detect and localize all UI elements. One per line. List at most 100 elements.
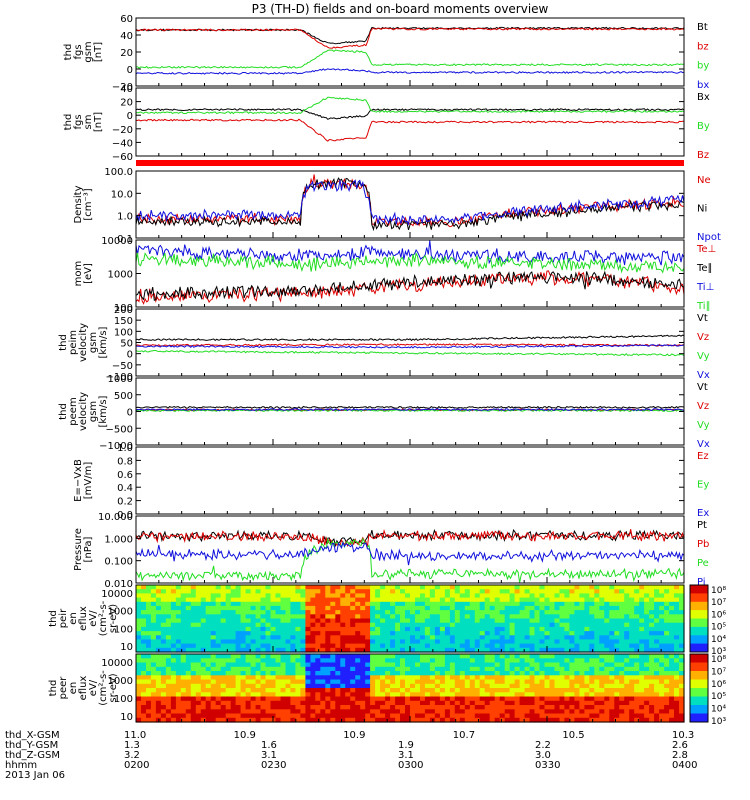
heatmap-cell xyxy=(200,585,207,590)
heatmap-cell xyxy=(654,593,660,599)
heatmap-cell xyxy=(335,647,341,653)
heatmap-cell xyxy=(459,666,466,672)
y-tick-label: −50 xyxy=(112,361,133,372)
heatmap-cell xyxy=(300,662,306,668)
heatmap-cell xyxy=(160,696,167,702)
heatmap-cell xyxy=(355,683,361,689)
heatmap-cell xyxy=(400,675,406,681)
heatmap-cell xyxy=(489,618,496,624)
heatmap-cell xyxy=(519,679,526,685)
heatmap-cell xyxy=(489,671,496,676)
heatmap-cell xyxy=(150,597,157,603)
heatmap-cell xyxy=(185,688,192,693)
heatmap-cell xyxy=(265,679,272,685)
heatmap-cell xyxy=(245,639,252,645)
heatmap-cell xyxy=(400,605,406,611)
heatmap-cell xyxy=(415,709,421,715)
heatmap-cell xyxy=(320,688,326,693)
heatmap-cell xyxy=(205,647,212,653)
heatmap-cell xyxy=(395,713,401,719)
heatmap-cell xyxy=(609,589,615,594)
heatmap-cell xyxy=(315,585,321,590)
heatmap-cell xyxy=(604,700,610,706)
heatmap-cell xyxy=(190,601,197,607)
heatmap-cell xyxy=(265,662,272,668)
heatmap-cell xyxy=(659,585,665,590)
heatmap-cell xyxy=(524,601,531,607)
heatmap-cell xyxy=(464,705,471,710)
heatmap-cell xyxy=(519,635,526,641)
heatmap-cell xyxy=(225,688,232,693)
heatmap-cell xyxy=(415,696,421,702)
heatmap-cell xyxy=(619,662,625,668)
heatmap-cell xyxy=(290,614,296,620)
heatmap-cell xyxy=(415,626,421,632)
heatmap-cell xyxy=(330,666,336,672)
heatmap-cell xyxy=(355,700,361,706)
heatmap-cell xyxy=(474,626,481,632)
y-tick-label: 10.0 xyxy=(111,189,133,200)
heatmap-cell xyxy=(310,696,316,702)
heatmap-cell xyxy=(380,692,386,698)
heatmap-cell xyxy=(360,626,366,632)
heatmap-cell xyxy=(155,709,162,715)
y-axis-label: [eV] xyxy=(83,263,94,284)
heatmap-cell xyxy=(405,622,411,628)
heatmap-cell xyxy=(225,639,232,645)
heatmap-cell xyxy=(529,709,536,715)
heatmap-cell xyxy=(679,626,685,632)
heatmap-cell xyxy=(534,679,541,685)
heatmap-cell xyxy=(165,666,172,672)
heatmap-cell xyxy=(554,705,561,710)
heatmap-cell xyxy=(250,692,257,698)
y-tick-label: 0 xyxy=(127,65,133,76)
heatmap-cell xyxy=(654,683,660,689)
heatmap-cell xyxy=(574,700,580,706)
colorbar-swatch xyxy=(690,610,708,619)
heatmap-cell xyxy=(504,658,511,664)
heatmap-cell xyxy=(529,626,536,632)
y-tick-label: −1000 xyxy=(99,441,133,452)
heatmap-cell xyxy=(509,679,516,685)
heatmap-cell xyxy=(624,666,630,672)
heatmap-cell xyxy=(275,696,282,702)
heatmap-cell xyxy=(205,688,212,693)
heatmap-cell xyxy=(420,692,426,698)
heatmap-cell xyxy=(564,671,570,676)
y-tick-label: 1.0 xyxy=(117,443,133,454)
heatmap-cell xyxy=(365,696,371,702)
heatmap-cell xyxy=(380,671,386,676)
heatmap-cell xyxy=(270,688,277,693)
heatmap-cell xyxy=(185,647,192,653)
heatmap-cell xyxy=(330,647,336,653)
heatmap-cell xyxy=(609,622,615,628)
heatmap-cell xyxy=(569,654,575,659)
heatmap-cell xyxy=(170,675,177,681)
heatmap-cell xyxy=(644,717,650,723)
heatmap-cell xyxy=(250,666,257,672)
heatmap-cell xyxy=(350,622,356,628)
heatmap-cell xyxy=(290,713,296,719)
heatmap-cell xyxy=(619,618,625,624)
heatmap-cell xyxy=(250,622,257,628)
heatmap-cell xyxy=(429,610,436,615)
heatmap-cell xyxy=(230,688,237,693)
heatmap-cell xyxy=(300,696,306,702)
heatmap-cell xyxy=(280,675,287,681)
heatmap-cell xyxy=(604,585,610,590)
heatmap-cell xyxy=(534,654,541,659)
heatmap-cell xyxy=(350,597,356,603)
heatmap-cell xyxy=(484,643,491,649)
heatmap-cell xyxy=(305,610,311,615)
heatmap-cell xyxy=(405,692,411,698)
heatmap-cell xyxy=(464,662,471,668)
heatmap-cell xyxy=(499,614,506,620)
series-line-Vy xyxy=(135,349,685,357)
heatmap-cell xyxy=(315,658,321,664)
heatmap-cell xyxy=(335,631,341,636)
heatmap-cell xyxy=(380,662,386,668)
y-axis-label: eflux xyxy=(78,606,89,631)
heatmap-cell xyxy=(195,662,202,668)
heatmap-cell xyxy=(509,635,516,641)
heatmap-cell xyxy=(529,589,536,594)
